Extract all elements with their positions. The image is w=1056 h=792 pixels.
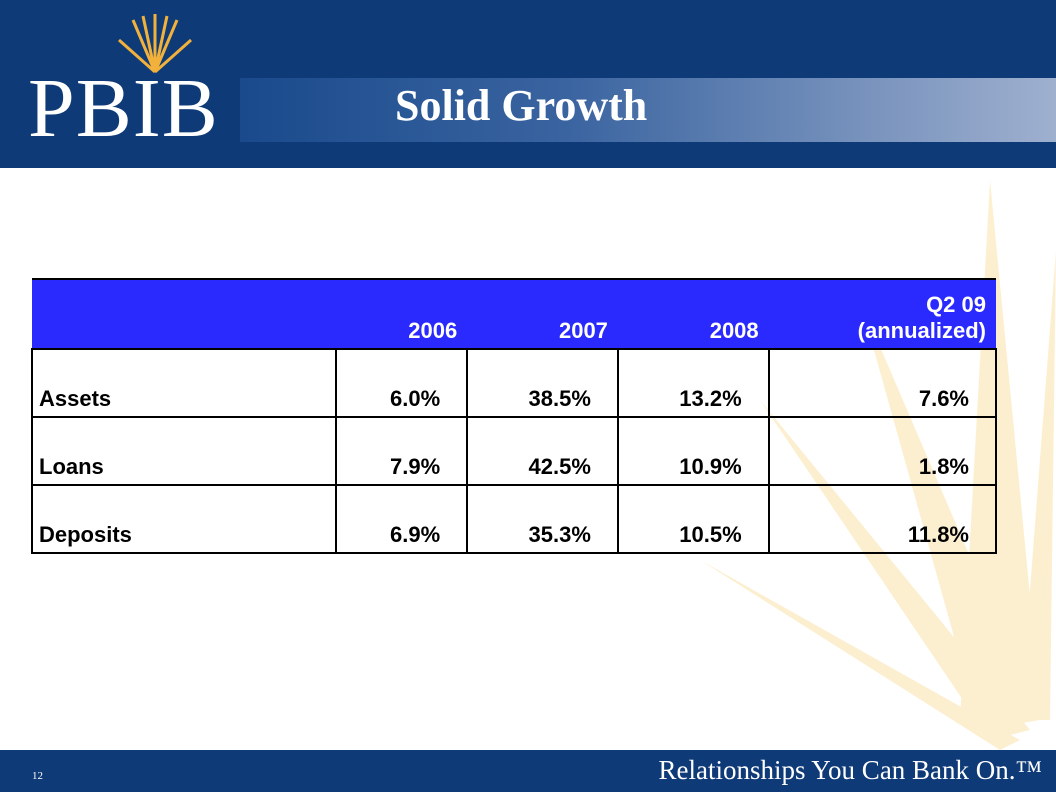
- column-header-line: 2008: [709, 318, 759, 343]
- column-header: Q2 09 (annualized): [768, 278, 996, 350]
- logo-sunburst: [118, 14, 192, 74]
- tagline: Relationships You Can Bank On.™: [658, 755, 1042, 785]
- column-header-line: 2007: [558, 318, 608, 343]
- column-header-line: 2006: [408, 318, 458, 343]
- cell-value: 38.5%: [466, 348, 619, 418]
- page-number: 12: [32, 770, 43, 782]
- column-header: 2008: [617, 278, 769, 350]
- column-header: 2006: [336, 278, 468, 350]
- column-header-line: (annualized): [857, 318, 986, 343]
- cell-value: 6.0%: [334, 348, 469, 418]
- cell-value: 10.5%: [616, 484, 770, 554]
- cell-value: 10.9%: [616, 416, 770, 486]
- data-row: Assets 6.0% 38.5% 13.2% 7.6%: [31, 348, 998, 418]
- column-header: 2007: [467, 278, 618, 350]
- cell-value: 6.9%: [334, 484, 469, 554]
- logo: PBIB: [28, 62, 219, 155]
- cell-value: 42.5%: [466, 416, 619, 486]
- cell-value: 13.2%: [616, 348, 770, 418]
- data-row: Deposits 6.9% 35.3% 10.5% 11.8%: [31, 484, 998, 554]
- header-corner: [32, 278, 336, 350]
- row-label: Deposits: [31, 484, 337, 554]
- cell-value: 7.6%: [767, 348, 998, 418]
- growth-table: 2006 2007 2008 Q2 09 (annualized) Assets 6.0% 3…: [31, 278, 998, 554]
- cell-value: 1.8%: [767, 416, 998, 486]
- cell-value: 35.3%: [466, 484, 619, 554]
- footer-band: [0, 750, 1056, 792]
- header-row: 2006 2007 2008 Q2 09 (annualized): [32, 278, 996, 350]
- column-header-line: Q2 09: [926, 292, 986, 317]
- header-bar: [240, 78, 1056, 142]
- slide-title: Solid Growth: [395, 81, 648, 130]
- cell-value: 11.8%: [767, 484, 998, 554]
- row-label: Loans: [31, 416, 337, 486]
- cell-value: 7.9%: [334, 416, 469, 486]
- data-row: Loans 7.9% 42.5% 10.9% 1.8%: [31, 416, 998, 486]
- row-label: Assets: [31, 348, 337, 418]
